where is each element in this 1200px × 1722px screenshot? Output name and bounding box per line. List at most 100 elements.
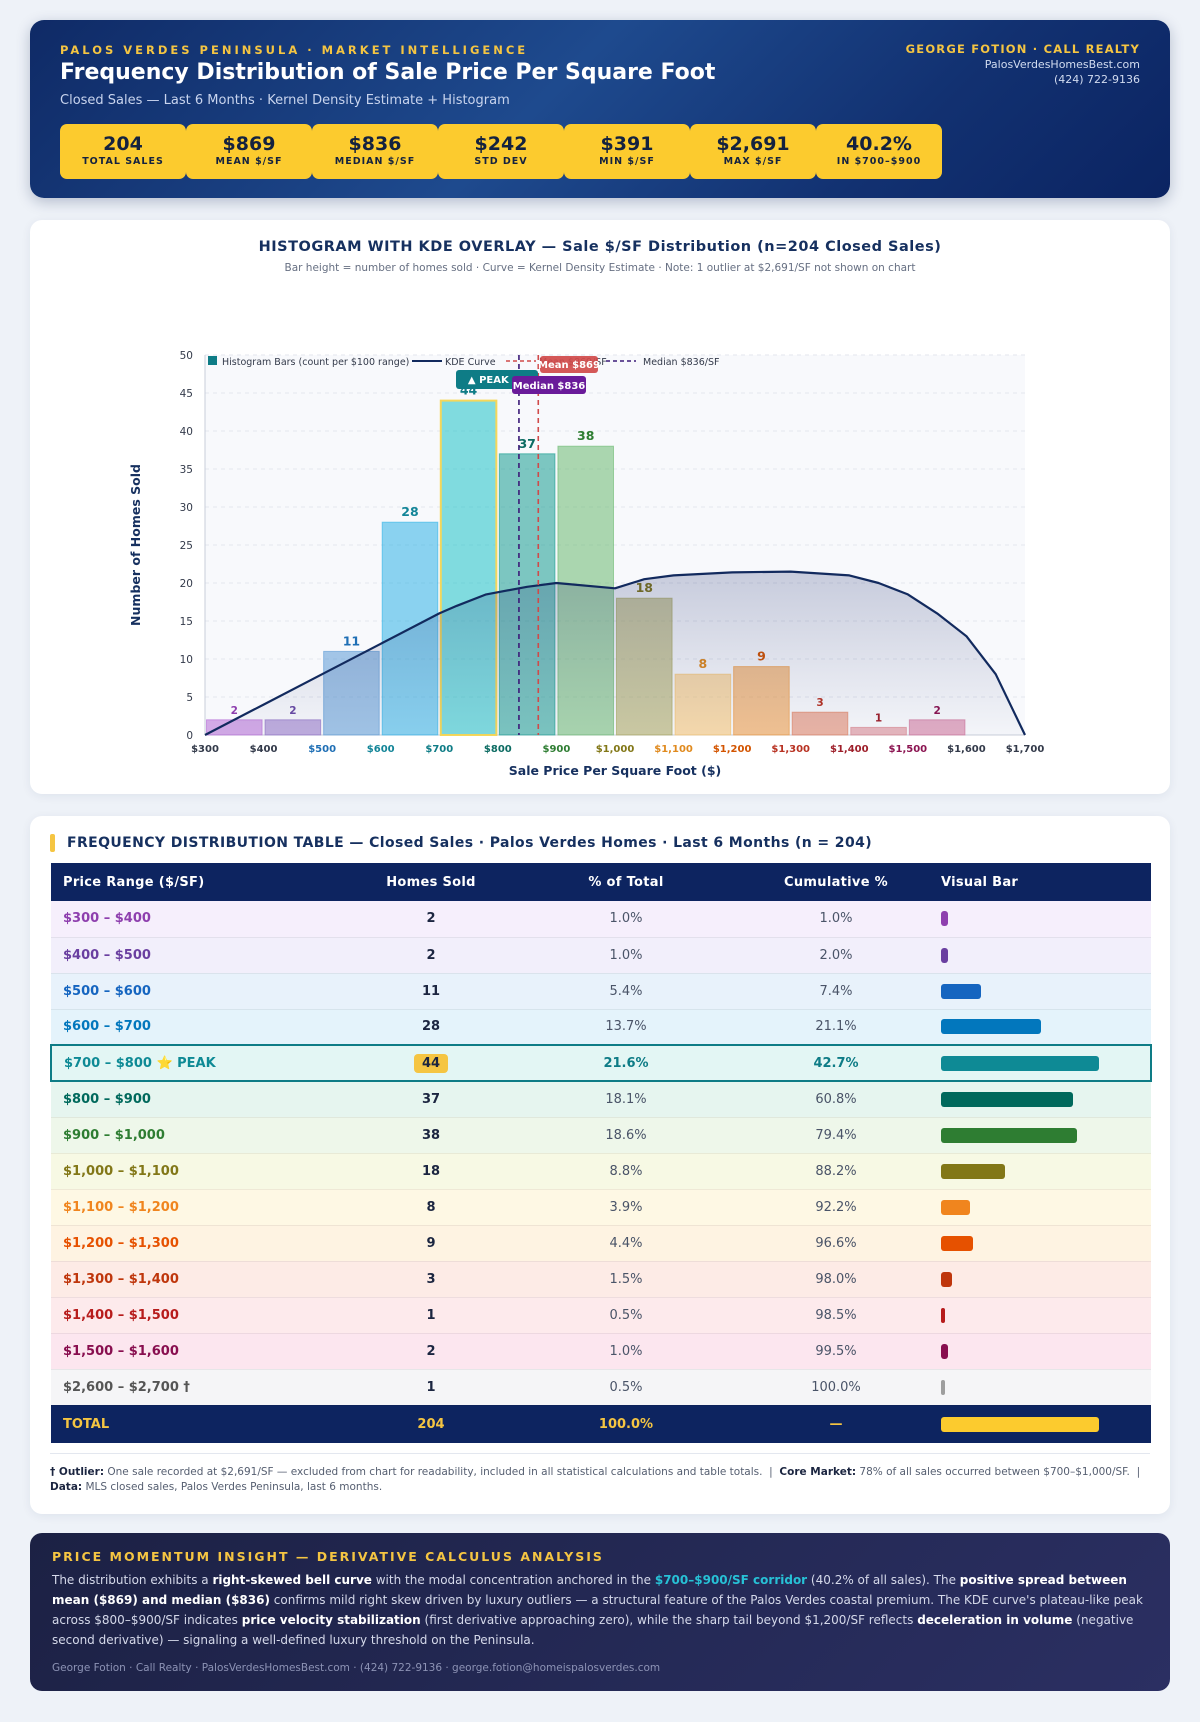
median-badge: [512, 376, 586, 394]
homes-sold-cell: 11: [341, 973, 521, 1010]
visual-bar: [941, 1307, 945, 1323]
y-axis-title: Number of Homes Sold: [128, 464, 143, 626]
bar-value-label: 28: [401, 504, 418, 519]
total-count: 204: [341, 1405, 521, 1443]
visual-bar: [941, 911, 949, 927]
table-footnote: † Outlier: One sale recorded at $2,691/S…: [50, 1453, 1150, 1495]
y-tick-label: 15: [180, 616, 193, 628]
table-row: $700 – $800 ⭐ PEAK 44 21.6% 42.7%: [50, 1044, 1152, 1082]
chart-title: HISTOGRAM WITH KDE OVERLAY — Sale $/SF D…: [258, 239, 942, 255]
table-row: $600 – $700 28 13.7% 21.1%: [51, 1009, 1151, 1046]
visual-bar-cell: [941, 1225, 1151, 1262]
cumulative-cell: 42.7%: [731, 1044, 941, 1082]
column-header: Cumulative %: [731, 863, 941, 901]
kpi-label: STD DEV: [474, 156, 528, 167]
agent-name: GEORGE FOTION · CALL REALTY: [905, 42, 1140, 56]
kpi-card: $2,691 MAX $/SF: [690, 124, 816, 179]
x-tick-label: $1,400: [830, 744, 869, 755]
total-cumulative: —: [731, 1405, 941, 1443]
kpi-card: $242 STD DEV: [438, 124, 564, 179]
table-row: $1,200 – $1,300 9 4.4% 96.6%: [51, 1225, 1151, 1262]
price-range-cell: $900 – $1,000: [51, 1117, 341, 1154]
table-heading: FREQUENCY DISTRIBUTION TABLE — Closed Sa…: [50, 834, 872, 852]
histogram-chart: 051015202530354045502211284437381889312H…: [128, 350, 1044, 778]
homes-sold-cell: 2: [341, 901, 521, 938]
mean-badge: [540, 356, 598, 373]
y-tick-label: 30: [180, 502, 193, 514]
cumulative-cell: 1.0%: [731, 901, 941, 938]
visual-bar-cell: [941, 937, 1151, 974]
price-range-cell: $1,400 – $1,500: [51, 1297, 341, 1334]
homes-sold-cell: 28: [341, 1009, 521, 1046]
percent-cell: 1.0%: [521, 901, 731, 938]
kpi-value: $2,691: [716, 133, 790, 155]
cumulative-cell: 79.4%: [731, 1117, 941, 1154]
kde-curve: [204, 570, 1026, 736]
percent-cell: 8.8%: [521, 1153, 731, 1190]
visual-bar: [941, 1019, 1042, 1035]
homes-sold-cell: 8: [341, 1189, 521, 1226]
page-subtitle: Closed Sales — Last 6 Months · Kernel De…: [60, 93, 510, 108]
price-range-cell: $300 – $400: [51, 901, 341, 938]
table-row: $1,500 – $1,600 2 1.0% 99.5%: [51, 1333, 1151, 1370]
kpi-label: IN $700–$900: [836, 156, 922, 167]
bar-value-label: 37: [518, 436, 535, 451]
footnote-core-text: 78% of all sales occurred between $700–$…: [859, 1466, 1130, 1478]
table-row: $1,000 – $1,100 18 8.8% 88.2%: [51, 1153, 1151, 1190]
insight-text: (negative second derivative) — signaling…: [52, 1613, 1134, 1647]
table-header-row: Price Range ($/SF) Homes Sold % of Total…: [51, 863, 1151, 901]
cumulative-cell: 99.5%: [731, 1333, 941, 1370]
footnote-outlier-text: One sale recorded at $2,691/SF — exclude…: [107, 1466, 763, 1478]
y-tick-label: 25: [180, 540, 193, 552]
footnote-data-label: Data:: [50, 1481, 83, 1493]
insight-panel: PRICE MOMENTUM INSIGHT — DERIVATIVE CALC…: [30, 1533, 1170, 1691]
kpi-value: 40.2%: [846, 133, 912, 155]
insight-title: PRICE MOMENTUM INSIGHT — DERIVATIVE CALC…: [52, 1549, 604, 1564]
agent-phone: (424) 722-9136: [1053, 73, 1140, 86]
report-header: PALOS VERDES PENINSULA · MARKET INTELLIG…: [30, 20, 1170, 198]
percent-cell: 0.5%: [521, 1369, 731, 1406]
percent-cell: 5.4%: [521, 973, 731, 1010]
footnote-data-text: MLS closed sales, Palos Verdes Peninsula…: [85, 1481, 383, 1493]
total-label: TOTAL: [51, 1405, 341, 1443]
percent-cell: 3.9%: [521, 1189, 731, 1226]
cumulative-cell: 92.2%: [731, 1189, 941, 1226]
x-tick-label: $400: [250, 744, 278, 755]
homes-sold-cell: 38: [341, 1117, 521, 1154]
agent-block: GEORGE FOTION · CALL REALTY PalosVerdesH…: [906, 42, 1140, 86]
kpi-label: TOTAL SALES: [82, 156, 164, 167]
y-tick-label: 45: [180, 388, 193, 400]
kpi-label: MEDIAN $/SF: [334, 156, 416, 167]
y-tick-label: 0: [186, 730, 193, 742]
kpi-value: 204: [103, 133, 143, 155]
table-row: $500 – $600 11 5.4% 7.4%: [51, 973, 1151, 1010]
visual-bar: [941, 1055, 1099, 1071]
x-tick-label: $1,000: [596, 744, 635, 755]
insight-text: The distribution exhibits a: [52, 1573, 213, 1587]
mean-badge-label: Mean $869: [538, 360, 600, 371]
insight-bold: deceleration in volume: [917, 1613, 1073, 1627]
y-tick-label: 40: [180, 426, 193, 438]
legend-label: Histogram Bars (count per $100 range): [222, 357, 409, 368]
chart-card: HISTOGRAM WITH KDE OVERLAY — Sale $/SF D…: [30, 220, 1170, 794]
insight-body: The distribution exhibits a right-skewed…: [52, 1570, 1148, 1650]
bar-value-label: 11: [343, 633, 360, 648]
visual-bar-cell: [941, 1117, 1151, 1154]
x-tick-label: $800: [484, 744, 512, 755]
table-card: FREQUENCY DISTRIBUTION TABLE — Closed Sa…: [30, 816, 1170, 1514]
median-badge-label: Median $836: [513, 381, 586, 392]
cumulative-cell: 2.0%: [731, 937, 941, 974]
x-axis-title: Sale Price Per Square Foot ($): [509, 763, 722, 778]
visual-bar: [941, 1163, 1006, 1179]
x-tick-label: $700: [425, 744, 453, 755]
footnote-separator: |: [769, 1466, 773, 1478]
x-tick-label: $300: [191, 744, 219, 755]
cumulative-cell: 100.0%: [731, 1369, 941, 1406]
chart-subtitle: Bar height = number of homes sold · Curv…: [284, 262, 916, 274]
kde-area: [205, 571, 1025, 735]
x-tick-label: $600: [367, 744, 395, 755]
homes-sold-cell: 2: [341, 1333, 521, 1370]
table-row: $1,100 – $1,200 8 3.9% 92.2%: [51, 1189, 1151, 1226]
kpi-value: $391: [600, 133, 654, 155]
cumulative-cell: 60.8%: [731, 1081, 941, 1118]
